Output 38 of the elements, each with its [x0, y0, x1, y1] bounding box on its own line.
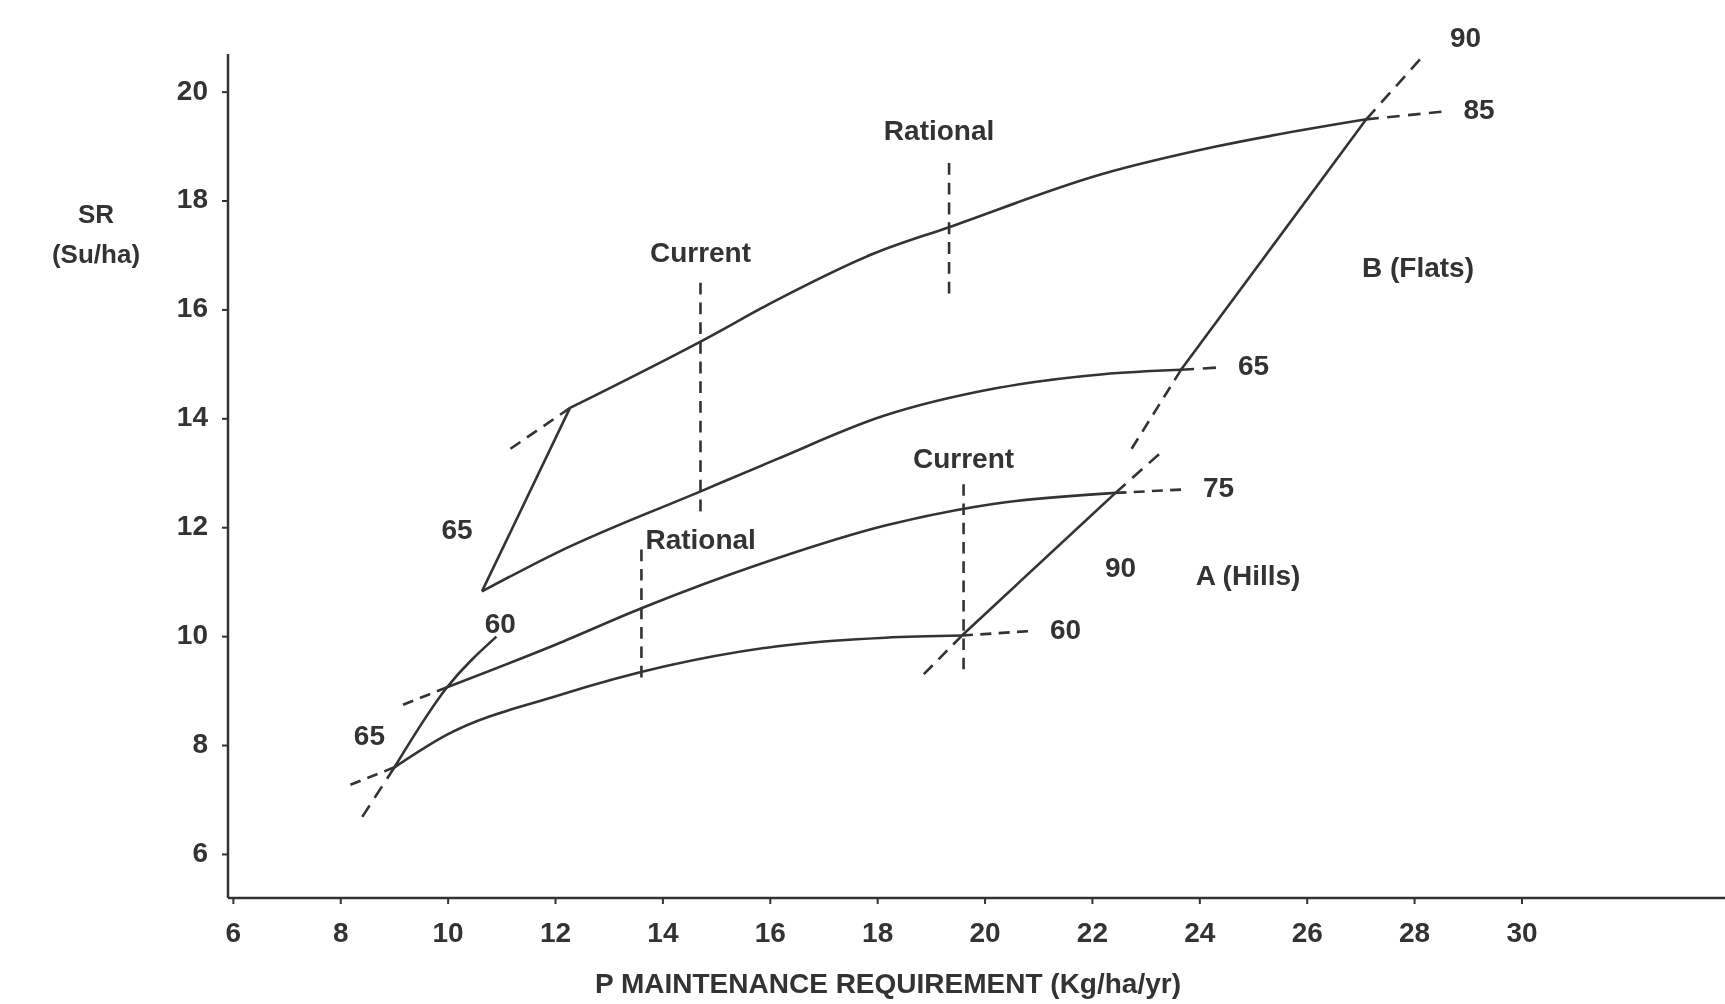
x-tick-label: 26	[1291, 917, 1323, 948]
annotation: Rational	[883, 115, 995, 147]
y-tick-label: 16	[176, 292, 208, 324]
y-tick-label: 20	[176, 74, 208, 106]
y-tick-label: 8	[192, 727, 208, 759]
annotation: 85	[1463, 94, 1495, 126]
y-tick-label: 12	[176, 510, 208, 542]
x-tick-label: 16	[754, 917, 786, 948]
x-tick-label: 12	[539, 917, 572, 948]
annotation: B (Flats)	[1362, 252, 1474, 284]
x-axis-title: P MAINTENANCE REQUIREMENT (Kg/ha/yr)	[595, 968, 1181, 999]
y-tick-label: 14	[176, 401, 209, 433]
y-tick-label: 18	[176, 183, 208, 215]
x-tick-label: 24	[1184, 917, 1216, 948]
y-tick-label: 6	[192, 836, 208, 868]
annotation: Current	[913, 442, 1015, 474]
annotation: 60	[1050, 613, 1082, 645]
annotation: 65	[441, 513, 473, 545]
y-tick-label: 10	[176, 619, 208, 651]
x-tick-label: 28	[1399, 917, 1431, 948]
annotation: 90	[1105, 551, 1137, 583]
annotation: 65	[353, 719, 386, 751]
x-tick-label: 18	[862, 917, 894, 948]
x-tick-label: 20	[969, 917, 1001, 948]
x-tick-label: 10	[432, 917, 464, 948]
x-tick-label: 14	[647, 917, 679, 948]
annotation: 90	[1449, 21, 1482, 53]
annotation: A (Hills)	[1195, 560, 1301, 592]
annotation: Rational	[645, 523, 756, 555]
annotation: 65	[1237, 350, 1270, 382]
x-tick-label: 22	[1076, 917, 1109, 948]
x-tick-label: 6	[225, 917, 242, 948]
y-axis-title: SR (Su/ha)	[51, 199, 141, 269]
annotation: 60	[484, 607, 516, 639]
annotation: Current	[649, 237, 752, 269]
x-tick-label: 8	[332, 917, 349, 948]
annotation: 75	[1203, 472, 1235, 503]
x-tick-label: 30	[1506, 917, 1538, 948]
